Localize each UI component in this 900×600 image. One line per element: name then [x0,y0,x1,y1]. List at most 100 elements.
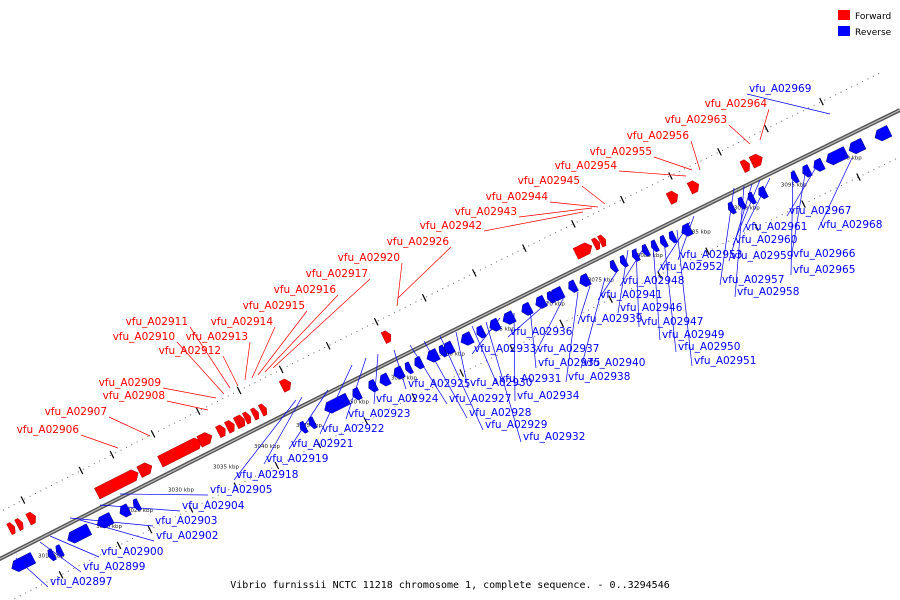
gene-label-vfu_A02928[interactable]: vfu_A02928 [469,407,531,419]
gene-vfu_A02943[interactable] [665,190,679,205]
gene-label-vfu_A02914[interactable]: vfu_A02914 [211,316,274,328]
gene-vfu_A02941[interactable] [650,239,660,253]
gene-label-vfu_A02955[interactable]: vfu_A02955 [590,146,652,158]
gene-label-vfu_A02927[interactable]: vfu_A02927 [449,393,511,405]
gene-label-vfu_A02904[interactable]: vfu_A02904 [182,500,245,512]
gene-label-vfu_A02950[interactable]: vfu_A02950 [678,341,740,353]
gene-label-vfu_A02948[interactable]: vfu_A02948 [622,275,684,287]
gene-vfu_A02950[interactable] [747,191,757,205]
gene-vfu_A02923[interactable] [368,378,379,393]
gene-label-vfu_A02925[interactable]: vfu_A02925 [408,378,470,390]
gene-vfu_A02938[interactable] [579,273,592,288]
gene-vfu_A02942[interactable] [597,234,607,248]
gene-label-vfu_A02969[interactable]: vfu_A02969 [749,83,811,95]
gene-label-vfu_A02934[interactable]: vfu_A02934 [517,390,580,402]
gene-vfu_A02913[interactable] [241,411,252,425]
gene-vfu_A02955[interactable] [6,522,16,536]
gene-label-vfu_A02964[interactable]: vfu_A02964 [705,98,768,110]
gene-vfu_A02914[interactable] [249,407,260,421]
gene-label-vfu_A02957[interactable]: vfu_A02957 [722,274,784,286]
gene-label-vfu_A02900[interactable]: vfu_A02900 [101,546,163,558]
gene-label-vfu_A02917[interactable]: vfu_A02917 [306,268,368,280]
gene-vfu_A02967[interactable] [546,290,556,304]
gene-label-vfu_A02960[interactable]: vfu_A02960 [735,234,797,246]
gene-vfu_A02910[interactable] [215,424,226,439]
gene-vfu_A02931[interactable] [476,325,487,339]
gene-label-vfu_A02919[interactable]: vfu_A02919 [266,453,328,465]
gene-vfu_A02911[interactable] [224,420,235,434]
gene-label-vfu_A02906[interactable]: vfu_A02906 [17,424,80,436]
gene-vfu_A02929[interactable] [443,340,456,355]
gene-vfu_A02922[interactable] [352,386,363,401]
gene-label-vfu_A02911[interactable]: vfu_A02911 [126,316,188,328]
gene-label-vfu_A02909[interactable]: vfu_A02909 [99,377,161,389]
gene-vfu_A02958[interactable] [826,146,850,166]
gene-vfu_A02908[interactable] [157,437,202,468]
gene-vfu_A02925[interactable] [393,365,406,380]
gene-label-vfu_A02967[interactable]: vfu_A02967 [789,205,851,217]
gene-label-vfu_A02961[interactable]: vfu_A02961 [745,221,807,233]
gene-label-vfu_A02953[interactable]: vfu_A02953 [680,249,742,261]
gene-vfu_A02932[interactable] [489,317,502,332]
gene-label-vfu_A02915[interactable]: vfu_A02915 [243,300,305,312]
gene-vfu_A02965[interactable] [619,254,629,268]
gene-vfu_A02909[interactable] [196,432,213,448]
gene-label-vfu_A02943[interactable]: vfu_A02943 [455,206,517,218]
gene-label-vfu_A02902[interactable]: vfu_A02902 [156,530,218,542]
gene-vfu_A02953[interactable] [802,164,813,178]
gene-vfu_A02899[interactable] [47,548,57,562]
gene-label-vfu_A02918[interactable]: vfu_A02918 [236,469,298,481]
gene-label-vfu_A02912[interactable]: vfu_A02912 [159,345,221,357]
gene-label-vfu_A02923[interactable]: vfu_A02923 [348,408,410,420]
gene-vfu_A02935[interactable] [535,294,548,309]
gene-label-vfu_A02924[interactable]: vfu_A02924 [376,393,439,405]
gene-label-vfu_A02940[interactable]: vfu_A02940 [583,357,645,369]
gene-vfu_A02961[interactable] [727,201,737,215]
gene-vfu_A02920[interactable] [572,242,593,260]
gene-vfu_A02897[interactable] [11,552,37,572]
gene-label-vfu_A02958[interactable]: vfu_A02958 [737,286,799,298]
gene-vfu_A02928[interactable] [426,348,441,363]
gene-label-vfu_A02907[interactable]: vfu_A02907 [45,406,107,418]
gene-label-vfu_A02965[interactable]: vfu_A02965 [793,264,855,276]
gene-label-vfu_A02966[interactable]: vfu_A02966 [793,248,856,260]
gene-vfu_A02959[interactable] [848,137,867,155]
gene-vfu_A02930[interactable] [460,331,475,346]
gene-vfu_A02904[interactable] [119,503,132,518]
gene-label-vfu_A02910[interactable]: vfu_A02910 [113,331,175,343]
gene-label-vfu_A02908[interactable]: vfu_A02908 [103,390,165,402]
gene-vfu_A02907[interactable] [136,462,153,478]
gene-label-vfu_A02938[interactable]: vfu_A02938 [568,371,630,383]
gene-label-vfu_A02913[interactable]: vfu_A02913 [186,331,248,343]
gene-vfu_A02960[interactable] [874,125,893,142]
gene-vfu_A02915[interactable] [257,403,268,417]
gene-label-vfu_A02959[interactable]: vfu_A02959 [731,250,793,262]
gene-vfu_A02940[interactable] [641,243,651,257]
gene-label-vfu_A02899[interactable]: vfu_A02899 [83,561,145,573]
gene-vfu_A02956[interactable] [25,511,36,526]
gene-vfu_A02905[interactable] [132,498,143,512]
gene-label-vfu_A02942[interactable]: vfu_A02942 [420,220,482,232]
gene-vfu_A02903[interactable] [96,512,115,529]
gene-label-vfu_A02946[interactable]: vfu_A02946 [620,302,683,314]
gene-vfu_A02968[interactable] [438,344,448,358]
gene-label-vfu_A02933[interactable]: vfu_A02933 [474,343,536,355]
gene-label-vfu_A02952[interactable]: vfu_A02952 [660,261,722,273]
gene-label-vfu_A02954[interactable]: vfu_A02954 [555,160,618,172]
gene-vfu_A02916[interactable] [278,378,292,393]
gene-vfu_A02964[interactable] [235,414,246,428]
gene-vfu_A02946[interactable] [659,234,669,248]
gene-label-vfu_A02945[interactable]: vfu_A02945 [518,175,580,187]
gene-vfu_A02951[interactable] [758,185,769,200]
gene-label-vfu_A02920[interactable]: vfu_A02920 [338,252,400,264]
gene-vfu_A02919[interactable] [308,416,318,430]
gene-vfu_A02957[interactable] [813,157,826,172]
gene-vfu_A02945[interactable] [739,159,750,173]
gene-label-vfu_A02937[interactable]: vfu_A02937 [537,343,599,355]
gene-label-vfu_A02926[interactable]: vfu_A02926 [387,236,450,248]
gene-label-vfu_A02930[interactable]: vfu_A02930 [470,377,532,389]
gene-vfu_A02924[interactable] [379,372,392,387]
gene-vfu_A02921[interactable] [324,392,351,414]
gene-label-vfu_A02931[interactable]: vfu_A02931 [499,373,561,385]
gene-vfu_A02949[interactable] [737,196,747,210]
